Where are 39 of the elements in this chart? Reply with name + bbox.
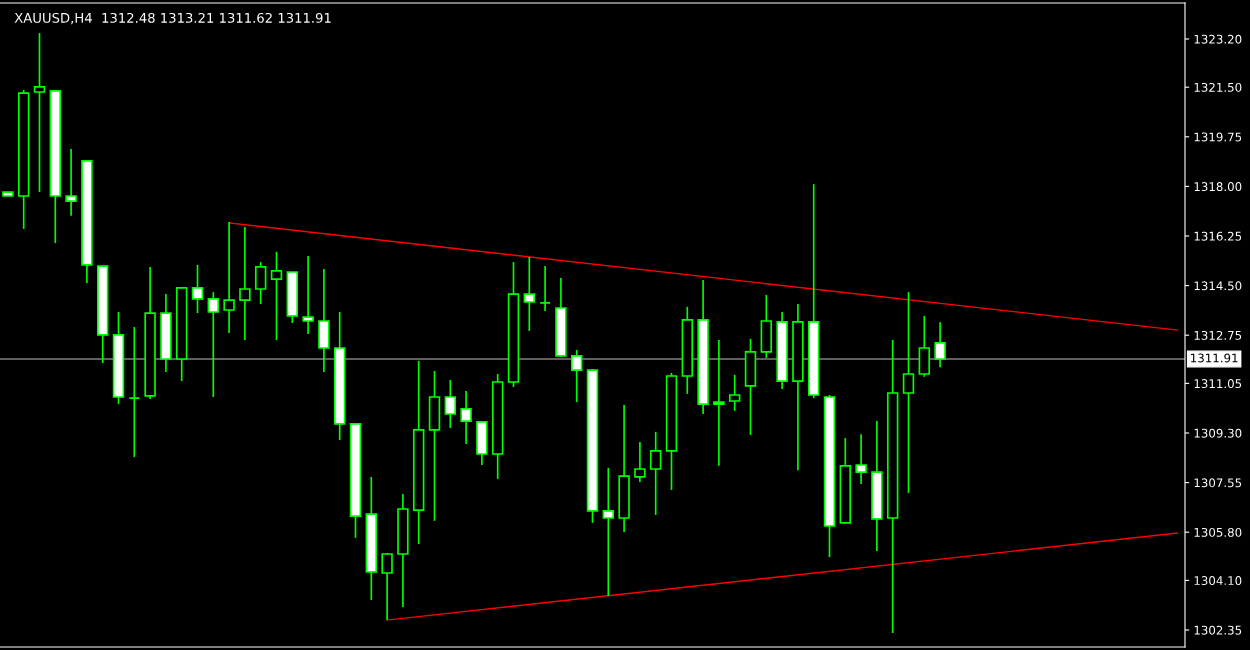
candlestick bbox=[270, 251, 283, 341]
candlestick bbox=[254, 261, 267, 305]
y-tick-label: 1312.75 bbox=[1194, 330, 1242, 340]
y-tick-label: 1314.50 bbox=[1194, 281, 1242, 291]
candlestick bbox=[934, 321, 946, 369]
y-tick-label: 1318.00 bbox=[1194, 182, 1242, 192]
candlestick bbox=[381, 552, 393, 621]
candlestick bbox=[602, 467, 615, 597]
candlestick bbox=[649, 431, 662, 516]
candlestick bbox=[855, 433, 867, 485]
y-tick-label: 1311.05 bbox=[1194, 379, 1242, 389]
candlestick bbox=[444, 379, 457, 429]
candlestick bbox=[570, 349, 583, 403]
y-tick-label: 1309.30 bbox=[1194, 428, 1242, 438]
candlestick bbox=[302, 255, 314, 335]
text: XAUUSD,H4 1312.48 1313.21 1311.62 1311.91 bbox=[14, 12, 331, 25]
y-tick-label: 1323.20 bbox=[1194, 34, 1242, 44]
candlestick bbox=[728, 374, 741, 412]
y-tick-label: 1302.35 bbox=[1194, 625, 1242, 635]
ref-line-label: 1311.91 bbox=[1191, 353, 1238, 363]
y-tick-label: 1307.55 bbox=[1194, 478, 1242, 488]
candlestick bbox=[191, 264, 204, 314]
candlestick bbox=[634, 441, 646, 483]
candlestick bbox=[902, 291, 915, 494]
candlestick bbox=[523, 256, 536, 332]
candlestick bbox=[239, 226, 251, 341]
y-tick-label: 1319.75 bbox=[1194, 132, 1242, 142]
y-tick-label: 1316.25 bbox=[1194, 231, 1242, 241]
candlestick bbox=[539, 265, 551, 312]
candlestick bbox=[207, 291, 220, 398]
candlestick bbox=[65, 148, 77, 217]
y-tick-label: 1305.80 bbox=[1194, 527, 1242, 537]
y-tick-label: 1321.50 bbox=[1194, 82, 1242, 92]
candlestick bbox=[33, 32, 46, 193]
candlestick bbox=[713, 339, 725, 467]
candlestick bbox=[223, 221, 235, 334]
candlestick bbox=[460, 390, 472, 445]
y-tick-label: 1304.10 bbox=[1194, 576, 1242, 586]
candlestick bbox=[128, 326, 141, 458]
